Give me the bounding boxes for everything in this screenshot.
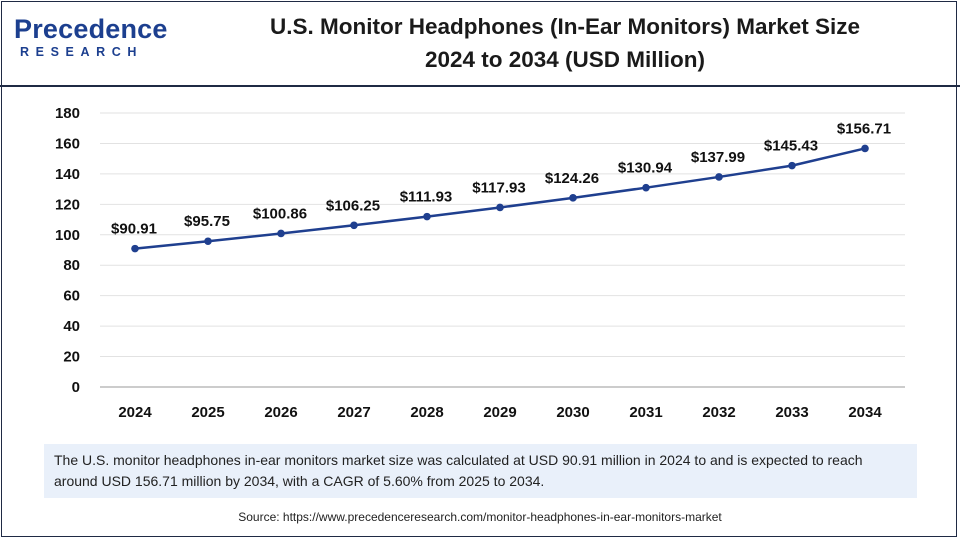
data-point	[715, 173, 723, 181]
axes: 0 20 40 60 80 100 120 140 160 180 2024 2025 2026 2027…	[55, 105, 905, 421]
data-label: $117.93	[472, 179, 525, 196]
data-label: $106.25	[326, 197, 380, 214]
x-tick-label: 2030	[556, 404, 589, 421]
chart-title-line1: U.S. Monitor Headphones (In-Ear Monitors…	[269, 14, 861, 39]
y-tick-label: 60	[63, 288, 80, 305]
header: Precedence RESEARCH U.S. Monitor Headpho…	[0, 0, 960, 84]
source-text: Source: https://www.precedenceresearch.c…	[238, 510, 722, 524]
data-label: $124.26	[545, 170, 599, 187]
y-tick-label: 40	[63, 318, 80, 335]
series-line	[134, 147, 866, 250]
y-tick-label: 180	[55, 105, 80, 122]
data-label: $130.94	[618, 160, 673, 177]
brand-sub: RESEARCH	[20, 45, 143, 59]
data-label: $95.75	[184, 213, 230, 230]
data-label: $156.71	[837, 120, 891, 137]
y-tick-label: 140	[55, 166, 80, 183]
data-labels: $90.91 $95.75 $100.86 $106.25 $111.93 $117.93…	[111, 120, 891, 237]
data-point	[569, 194, 577, 202]
x-tick-label: 2026	[264, 404, 297, 421]
data-label: $137.99	[691, 149, 745, 166]
x-tick-label: 2024	[118, 404, 152, 421]
data-point	[423, 212, 431, 221]
y-tick-label: 100	[55, 227, 80, 244]
x-tick-label: 2025	[191, 404, 224, 421]
chart-title-line2: 2024 to 2034 (USD Million)	[424, 47, 706, 72]
data-point	[131, 244, 139, 253]
y-tick-label: 120	[55, 196, 80, 213]
summary-note: The U.S. monitor headphones in-ear monit…	[44, 444, 917, 498]
x-tick-label: 2033	[775, 404, 808, 421]
data-points	[131, 144, 869, 253]
data-label: $90.91	[111, 221, 157, 238]
data-point	[350, 221, 358, 230]
x-tick-label: 2032	[702, 404, 735, 421]
series-line-path	[134, 147, 866, 250]
data-label: $145.43	[764, 138, 818, 155]
y-tick-label: 80	[63, 257, 80, 274]
y-tick-label: 160	[55, 135, 80, 152]
data-point	[204, 237, 212, 246]
x-tick-label: 2028	[410, 404, 443, 421]
data-point	[496, 203, 504, 212]
chart-title: U.S. Monitor Headphones (In-Ear Monitors…	[180, 10, 950, 76]
data-point	[788, 161, 796, 170]
x-tick-label: 2031	[629, 404, 662, 421]
x-tick-label: 2027	[337, 404, 370, 421]
brand-logo: Precedence RESEARCH	[14, 14, 167, 64]
header-divider	[0, 85, 960, 87]
y-tick-label: 0	[72, 379, 80, 396]
data-point	[642, 183, 650, 192]
data-point	[277, 229, 285, 238]
brand-name: Precedence	[14, 14, 168, 44]
y-tick-label: 20	[63, 349, 80, 366]
data-label: $111.93	[400, 189, 453, 206]
x-tick-label: 2029	[483, 404, 516, 421]
data-label: $100.86	[253, 205, 307, 222]
x-tick-label: 2034	[848, 404, 882, 421]
grid-lines	[100, 112, 905, 358]
data-point	[861, 144, 869, 153]
